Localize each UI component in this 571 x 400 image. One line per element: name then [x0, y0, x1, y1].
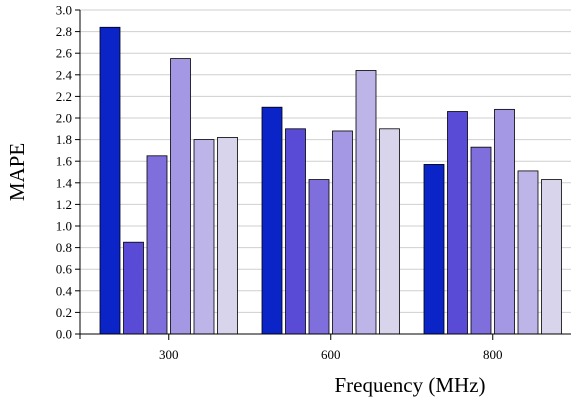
x-tick-label: 600 [321, 347, 341, 362]
x-tick-labels: 300 600 800 [159, 347, 503, 362]
bar-800-s2 [447, 111, 468, 335]
y-tick-label: 2.2 [56, 89, 72, 104]
y-tick-label: 1.8 [56, 132, 72, 147]
bar-300-s3 [146, 155, 168, 335]
bar-600-s4 [332, 130, 353, 335]
bar-800-s1 [423, 164, 445, 335]
bar-800-s4 [494, 108, 515, 335]
bar-600-s6 [379, 128, 400, 335]
bar-600-s1 [261, 106, 283, 335]
bars [99, 26, 562, 335]
bar-800-s3 [470, 146, 492, 335]
y-tick-label: 1.2 [56, 197, 72, 212]
y-tick-label: 1.0 [56, 219, 72, 234]
y-tick-label: 0.8 [56, 240, 72, 255]
x-tick-label: 300 [159, 347, 179, 362]
y-tick-label: 0.6 [56, 262, 73, 277]
y-tick-labels: 0.0 0.2 0.4 0.6 0.8 1.0 1.2 1.4 1.6 1.8 2.0 2.2 2.4 2… [56, 3, 73, 342]
y-tick-label: 0.2 [56, 305, 72, 320]
bar-300-s5 [193, 139, 215, 335]
x-tick-label: 800 [483, 347, 503, 362]
y-axis-title: MAPE [5, 143, 29, 201]
bar-300-s2 [123, 241, 144, 335]
bar-600-s2 [285, 128, 306, 335]
y-tick-label: 2.6 [56, 46, 73, 61]
y-tick-label: 1.6 [56, 154, 73, 169]
y-tick-label: 1.4 [56, 175, 73, 190]
y-tick-label: 3.0 [56, 3, 72, 18]
y-tick-label: 0.0 [56, 327, 72, 342]
y-tick-label: 2.0 [56, 111, 72, 126]
y-tick-label: 0.4 [56, 283, 73, 298]
x-axis-title: Frequency (MHz) [334, 373, 485, 397]
bar-800-s5 [517, 170, 539, 335]
y-tick-label: 2.8 [56, 24, 72, 39]
bar-800-s6 [541, 179, 562, 335]
bar-300-s4 [170, 58, 191, 335]
bar-600-s5 [355, 70, 377, 335]
axes [75, 9, 571, 340]
y-tick-label: 2.4 [56, 67, 73, 82]
bar-300-s1 [99, 26, 121, 335]
bar-300-s6 [217, 137, 238, 335]
bar-600-s3 [308, 179, 330, 335]
